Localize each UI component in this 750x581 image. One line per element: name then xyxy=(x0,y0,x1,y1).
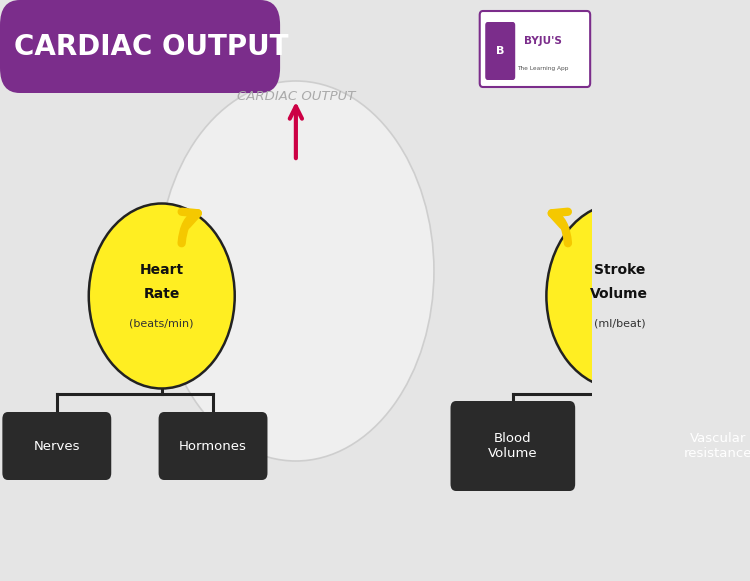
Text: Volume: Volume xyxy=(590,287,648,301)
Ellipse shape xyxy=(158,81,434,461)
FancyBboxPatch shape xyxy=(451,401,575,491)
FancyBboxPatch shape xyxy=(158,412,268,480)
Text: Vascular
resistance: Vascular resistance xyxy=(684,432,750,460)
Text: CARDIAC OUTPUT: CARDIAC OUTPUT xyxy=(237,89,356,102)
FancyBboxPatch shape xyxy=(0,0,280,93)
Ellipse shape xyxy=(547,203,692,389)
FancyBboxPatch shape xyxy=(648,401,750,491)
Text: BYJU'S: BYJU'S xyxy=(524,36,562,46)
Text: Heart: Heart xyxy=(140,263,184,277)
Text: (beats/min): (beats/min) xyxy=(130,319,194,329)
Text: CARDIAC OUTPUT: CARDIAC OUTPUT xyxy=(14,33,289,60)
Text: Rate: Rate xyxy=(143,287,180,301)
FancyBboxPatch shape xyxy=(480,11,590,87)
Text: Nerves: Nerves xyxy=(34,439,80,453)
FancyBboxPatch shape xyxy=(2,412,111,480)
Text: Hormones: Hormones xyxy=(179,439,247,453)
Text: Stroke: Stroke xyxy=(594,263,645,277)
Text: The Learning App: The Learning App xyxy=(517,66,568,70)
Text: Blood
Volume: Blood Volume xyxy=(488,432,538,460)
Text: (ml/beat): (ml/beat) xyxy=(593,319,645,329)
FancyBboxPatch shape xyxy=(485,22,515,80)
Text: B: B xyxy=(496,46,505,56)
Ellipse shape xyxy=(88,203,235,389)
